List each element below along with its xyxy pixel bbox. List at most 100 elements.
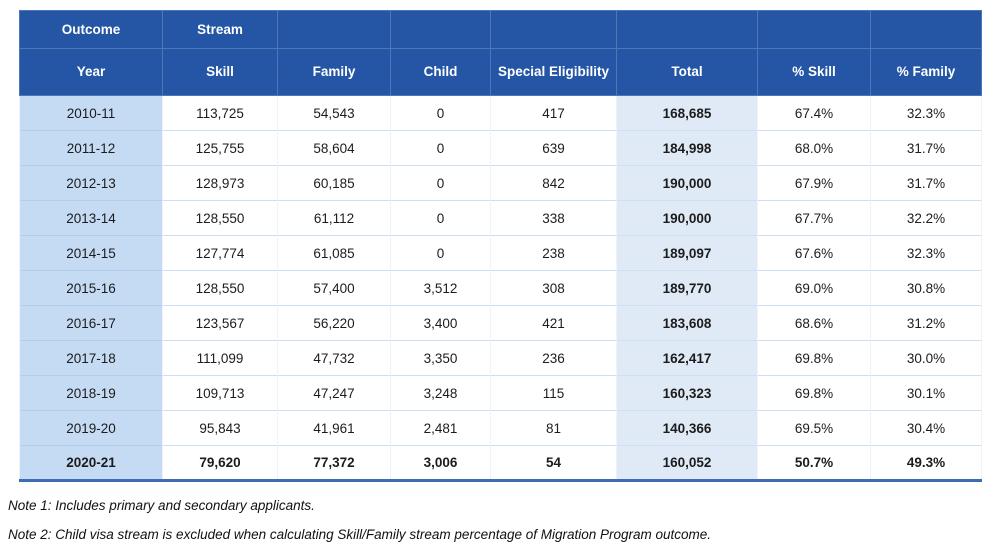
value-cell-special-eligibility: 842: [490, 165, 617, 201]
table-row-2020-21: 2020-21 79,620 77,372 3,006 54 160,052 50.7% 49…: [19, 445, 982, 481]
value-cell-child: 0: [390, 235, 491, 271]
value-cell-total: 189,770: [616, 270, 758, 306]
year-cell: 2017-18: [19, 340, 163, 376]
migration-program-outcome-table: Outcome Stream Year Skill Family Child Speci…: [19, 10, 982, 482]
value-cell-total: 160,323: [616, 375, 758, 411]
year-cell: 2014-15: [19, 235, 163, 271]
value-cell-skill: 127,774: [162, 235, 278, 271]
value-cell-child: 3,006: [390, 445, 491, 481]
column-header-total: Total: [616, 48, 758, 96]
value-cell-pct-family: 32.3%: [870, 95, 982, 131]
value-cell-skill: 128,550: [162, 270, 278, 306]
value-cell-total: 190,000: [616, 165, 758, 201]
header-empty: [490, 10, 617, 49]
year-cell: 2015-16: [19, 270, 163, 306]
column-header-special-eligibility: Special Eligibility: [490, 48, 617, 96]
table-row-2014-15: 2014-15 127,774 61,085 0 238 189,097 67.6% 32.3…: [19, 235, 982, 271]
value-cell-special-eligibility: 54: [490, 445, 617, 481]
year-cell: 2012-13: [19, 165, 163, 201]
value-cell-total: 183,608: [616, 305, 758, 341]
value-cell-pct-family: 31.2%: [870, 305, 982, 341]
value-cell-pct-skill: 50.7%: [757, 445, 871, 481]
value-cell-pct-skill: 69.5%: [757, 410, 871, 446]
table-row-2015-16: 2015-16 128,550 57,400 3,512 308 189,770 69.0%…: [19, 270, 982, 306]
value-cell-pct-family: 30.1%: [870, 375, 982, 411]
value-cell-child: 0: [390, 200, 491, 236]
value-cell-total: 190,000: [616, 200, 758, 236]
value-cell-pct-skill: 68.0%: [757, 130, 871, 166]
value-cell-child: 3,248: [390, 375, 491, 411]
value-cell-total: 160,052: [616, 445, 758, 481]
header-empty: [390, 10, 491, 49]
value-cell-skill: 113,725: [162, 95, 278, 131]
year-cell: 2019-20: [19, 410, 163, 446]
value-cell-family: 47,732: [277, 340, 391, 376]
value-cell-pct-skill: 67.7%: [757, 200, 871, 236]
value-cell-pct-family: 32.3%: [870, 235, 982, 271]
value-cell-child: 2,481: [390, 410, 491, 446]
value-cell-pct-family: 49.3%: [870, 445, 982, 481]
table-row-2011-12: 2011-12 125,755 58,604 0 639 184,998 68.0% 31.7…: [19, 130, 982, 166]
value-cell-pct-family: 30.0%: [870, 340, 982, 376]
value-cell-pct-family: 32.2%: [870, 200, 982, 236]
value-cell-family: 57,400: [277, 270, 391, 306]
table-row-2016-17: 2016-17 123,567 56,220 3,400 421 183,608 68.6%…: [19, 305, 982, 341]
value-cell-family: 54,543: [277, 95, 391, 131]
value-cell-special-eligibility: 421: [490, 305, 617, 341]
table-row-2010-11: 2010-11 113,725 54,543 0 417 168,685 67.4% 32.3…: [19, 95, 982, 131]
value-cell-skill: 111,099: [162, 340, 278, 376]
value-cell-family: 58,604: [277, 130, 391, 166]
note-1: Note 1: Includes primary and secondary a…: [8, 498, 315, 513]
value-cell-child: 3,512: [390, 270, 491, 306]
header-stream: Stream: [162, 10, 278, 49]
value-cell-child: 0: [390, 130, 491, 166]
column-header-skill: Skill: [162, 48, 278, 96]
value-cell-special-eligibility: 238: [490, 235, 617, 271]
value-cell-special-eligibility: 236: [490, 340, 617, 376]
value-cell-pct-skill: 68.6%: [757, 305, 871, 341]
value-cell-total: 184,998: [616, 130, 758, 166]
year-cell: 2016-17: [19, 305, 163, 341]
header-empty: [757, 10, 871, 49]
value-cell-child: 0: [390, 165, 491, 201]
value-cell-family: 41,961: [277, 410, 391, 446]
value-cell-special-eligibility: 81: [490, 410, 617, 446]
value-cell-pct-skill: 67.4%: [757, 95, 871, 131]
value-cell-skill: 125,755: [162, 130, 278, 166]
value-cell-family: 47,247: [277, 375, 391, 411]
year-cell: 2010-11: [19, 95, 163, 131]
column-header-family: Family: [277, 48, 391, 96]
value-cell-pct-skill: 69.8%: [757, 340, 871, 376]
value-cell-skill: 128,973: [162, 165, 278, 201]
column-header-pct-skill: % Skill: [757, 48, 871, 96]
footnotes: Note 1: Includes primary and secondary a…: [8, 498, 1000, 542]
value-cell-skill: 123,567: [162, 305, 278, 341]
column-header-child: Child: [390, 48, 491, 96]
value-cell-total: 168,685: [616, 95, 758, 131]
year-cell: 2011-12: [19, 130, 163, 166]
header-empty: [616, 10, 758, 49]
value-cell-skill: 109,713: [162, 375, 278, 411]
header-group-row: Outcome Stream: [19, 10, 982, 49]
table-row-2018-19: 2018-19 109,713 47,247 3,248 115 160,323 69.8%…: [19, 375, 982, 411]
header-column-row: Year Skill Family Child Special Eligibility T…: [19, 48, 982, 96]
value-cell-family: 60,185: [277, 165, 391, 201]
header-empty: [277, 10, 391, 49]
value-cell-child: 3,400: [390, 305, 491, 341]
table-row-2017-18: 2017-18 111,099 47,732 3,350 236 162,417 69.8%…: [19, 340, 982, 376]
value-cell-pct-family: 30.4%: [870, 410, 982, 446]
value-cell-pct-skill: 67.6%: [757, 235, 871, 271]
value-cell-pct-family: 31.7%: [870, 130, 982, 166]
value-cell-special-eligibility: 308: [490, 270, 617, 306]
value-cell-family: 61,085: [277, 235, 391, 271]
value-cell-special-eligibility: 417: [490, 95, 617, 131]
value-cell-family: 56,220: [277, 305, 391, 341]
value-cell-special-eligibility: 115: [490, 375, 617, 411]
year-cell: 2018-19: [19, 375, 163, 411]
table-header: Outcome Stream Year Skill Family Child Speci…: [19, 10, 982, 96]
year-cell: 2020-21: [19, 445, 163, 481]
year-cell: 2013-14: [19, 200, 163, 236]
value-cell-total: 140,366: [616, 410, 758, 446]
header-outcome: Outcome: [19, 10, 163, 49]
